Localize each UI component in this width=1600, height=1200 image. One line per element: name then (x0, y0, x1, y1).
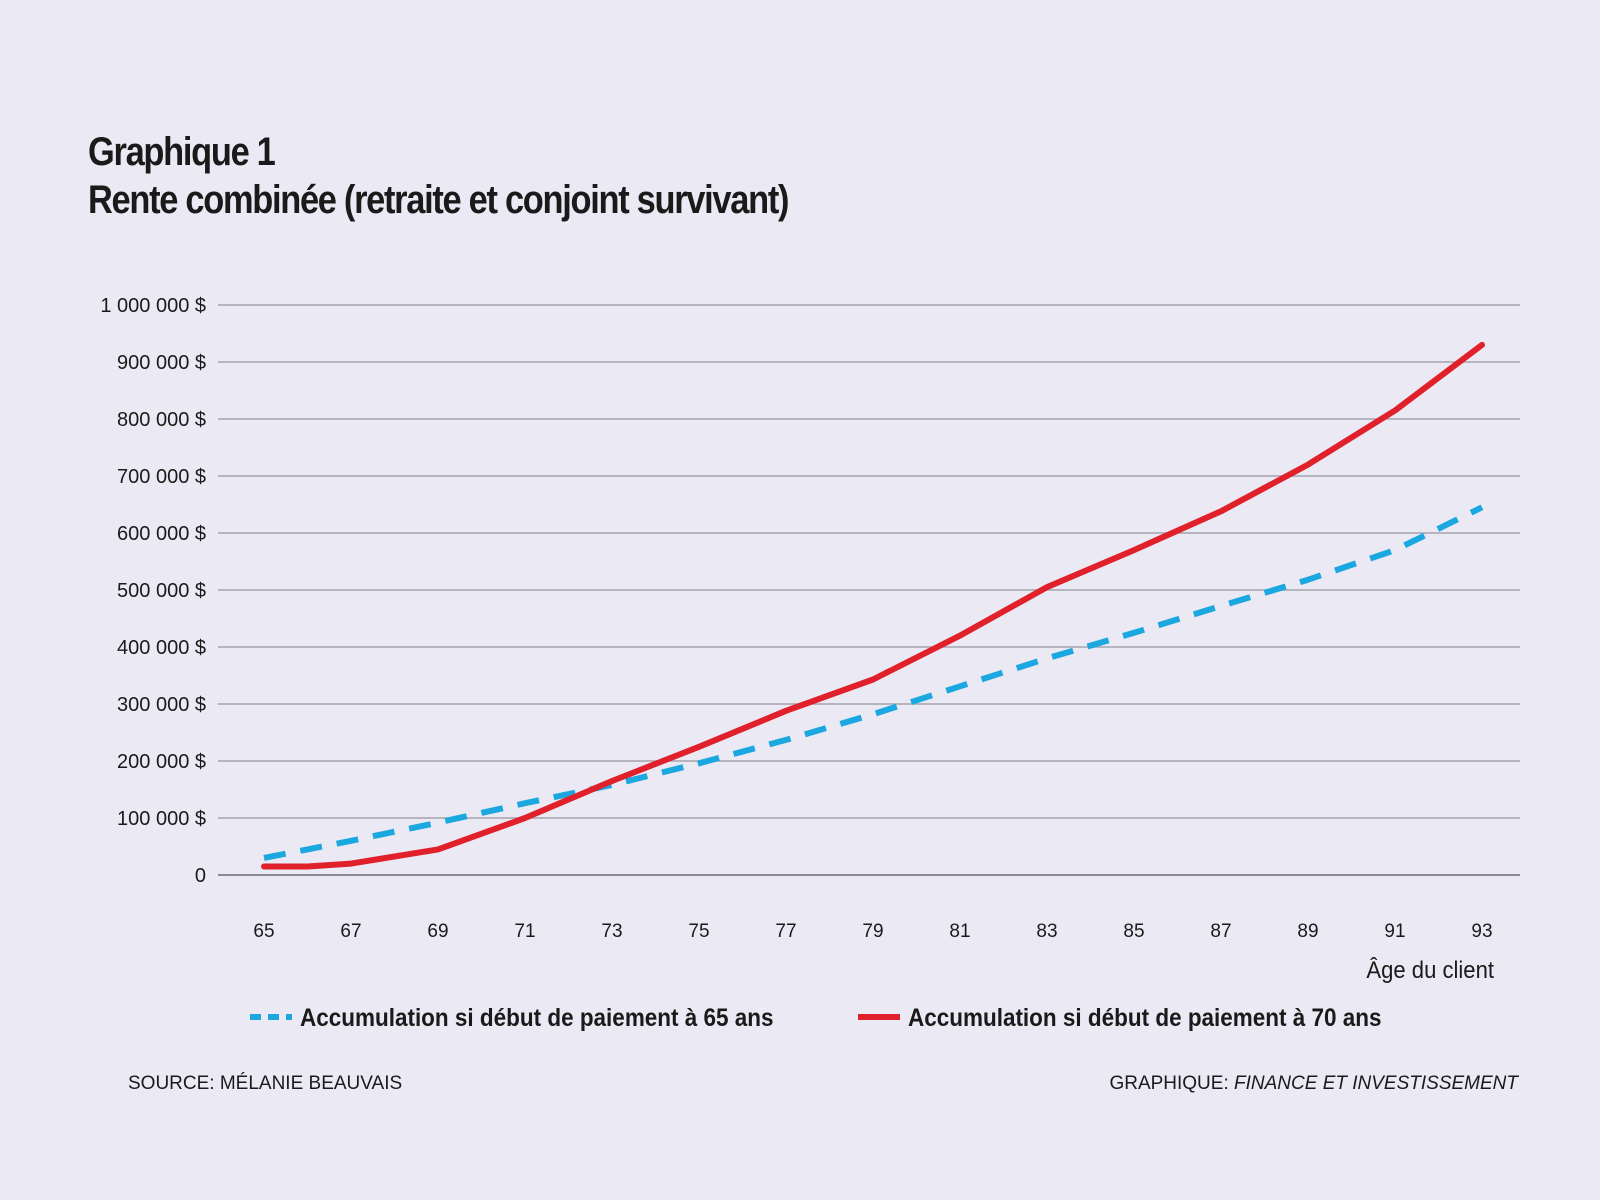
source-note: SOURCE: MÉLANIE BEAUVAIS (128, 1073, 403, 1094)
credit-prefix: GRAPHIQUE: (1109, 1073, 1235, 1094)
series-line-2 (261, 341, 1485, 870)
y-tick-label: 800 000 $ (117, 409, 206, 431)
chart-heading: Graphique 1 Rente combinée (retraite et … (88, 128, 902, 224)
y-tick-label: 900 000 $ (117, 352, 206, 374)
chart-title: Rente combinée (retraite et conjoint sur… (88, 178, 789, 222)
x-tick-label: 91 (1384, 921, 1405, 942)
x-tick-label: 93 (1471, 921, 1492, 942)
x-tick-label: 81 (949, 921, 970, 942)
y-tick-label: 700 000 $ (117, 466, 206, 488)
y-tick-label: 600 000 $ (117, 523, 206, 545)
x-tick-label: 71 (514, 921, 535, 942)
x-tick-label: 67 (340, 921, 361, 942)
y-tick-label: 0 (195, 865, 206, 887)
x-tick-label: 89 (1297, 921, 1318, 942)
x-tick-label: 65 (253, 921, 274, 942)
legend-label-1: Accumulation si début de paiement à 65 a… (300, 1004, 774, 1032)
x-tick-label: 73 (601, 921, 622, 942)
x-tick-label: 83 (1036, 921, 1057, 942)
y-tick-label: 100 000 $ (117, 808, 206, 830)
graphic-credit: GRAPHIQUE: FINANCE ET INVESTISSEMENT (1109, 1073, 1518, 1095)
y-tick-label: 200 000 $ (117, 751, 206, 773)
x-tick-label: 87 (1210, 921, 1231, 942)
y-tick-label: 400 000 $ (117, 637, 206, 659)
x-tick-label: 79 (862, 921, 883, 942)
x-tick-label: 69 (427, 921, 448, 942)
chart-number: Graphique 1 (88, 130, 276, 174)
credit-organization: FINANCE ET INVESTISSEMENT (1234, 1073, 1518, 1094)
y-tick-label: 300 000 $ (117, 694, 206, 716)
x-tick-label: 85 (1123, 921, 1144, 942)
x-axis-title: Âge du client (1366, 956, 1494, 983)
y-tick-label: 1 000 000 $ (100, 295, 206, 317)
legend-label-2: Accumulation si début de paiement à 70 a… (908, 1004, 1382, 1032)
x-tick-label: 75 (688, 921, 709, 942)
x-tick-label: 77 (775, 921, 796, 942)
y-tick-label: 500 000 $ (117, 580, 206, 602)
